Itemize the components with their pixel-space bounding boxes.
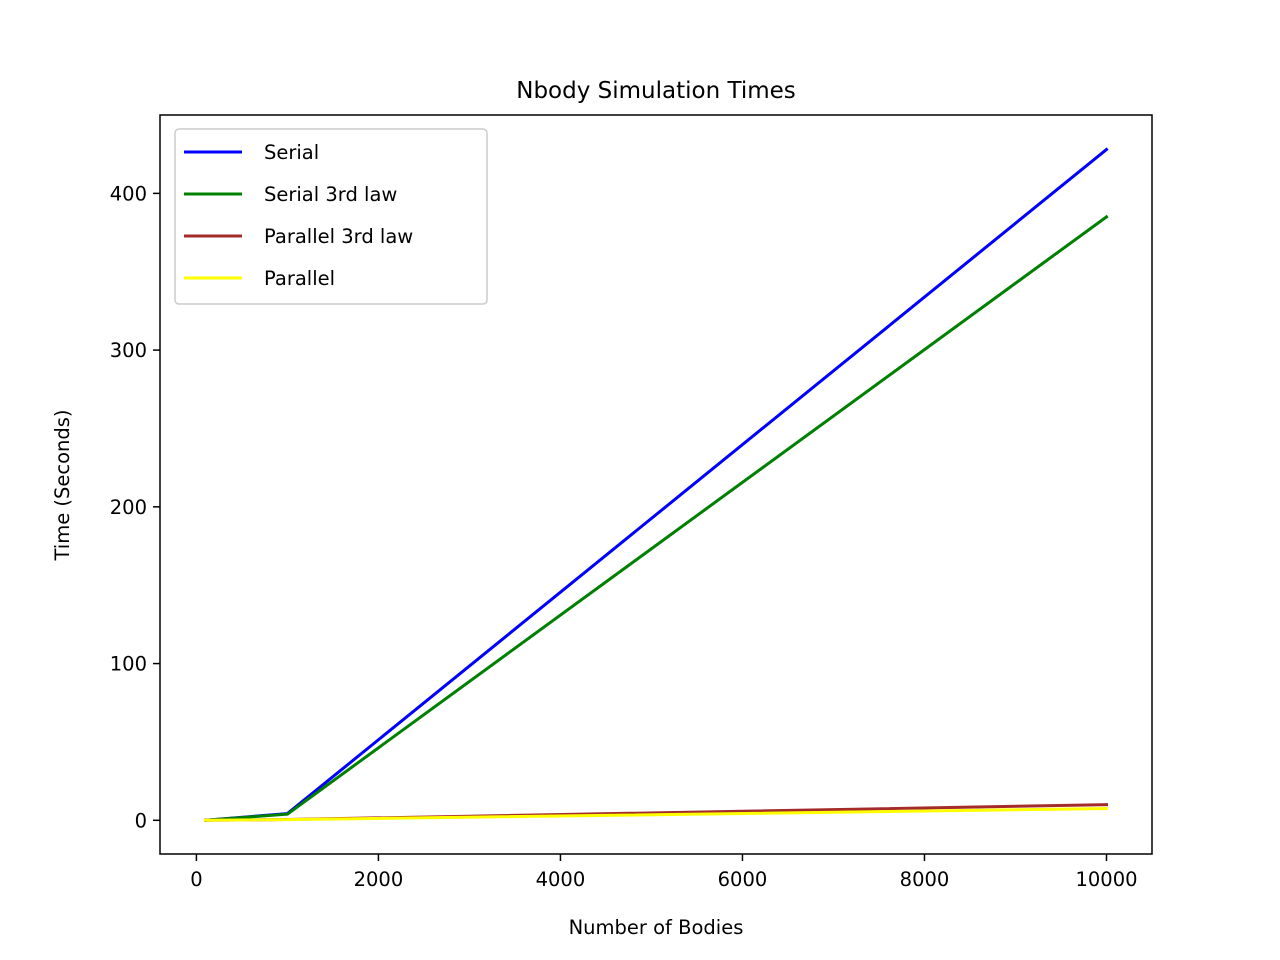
y-axis-label: Time (Seconds) [51, 409, 74, 561]
plot-area-frame [159, 114, 1153, 855]
y-tick-label: 400 [110, 182, 147, 205]
x-tick-label: 10000 [1075, 868, 1137, 891]
legend-label-2: Parallel 3rd law [264, 225, 413, 248]
legend: Serial Serial 3rd law Parallel 3rd law Para… [174, 128, 488, 305]
x-axis-ticks: 0 2000 4000 6000 8000 10000 [190, 854, 1138, 891]
y-axis-ticks: 0 100 200 300 400 [110, 182, 160, 832]
y-tick-label: 100 [110, 653, 147, 676]
y-tick-label: 300 [110, 339, 147, 362]
legend-label-1: Serial 3rd law [264, 183, 397, 206]
series-layer [203, 147, 1109, 822]
series-line-1 [203, 214, 1109, 822]
x-tick-label: 0 [190, 868, 202, 891]
x-tick-label: 6000 [718, 868, 768, 891]
x-tick-label: 2000 [354, 868, 404, 891]
series-line-3 [203, 807, 1109, 822]
x-tick-label: 4000 [536, 868, 586, 891]
legend-items: Serial Serial 3rd law Parallel 3rd law Para… [184, 141, 413, 290]
x-tick-label: 8000 [900, 868, 950, 891]
chart-title: Nbody Simulation Times [516, 78, 796, 104]
legend-label-3: Parallel [264, 267, 335, 290]
legend-label-0: Serial [264, 141, 319, 164]
y-tick-label: 200 [110, 496, 147, 519]
x-axis-label: Number of Bodies [569, 916, 744, 939]
legend-box [174, 128, 488, 305]
y-tick-label: 0 [135, 809, 147, 832]
